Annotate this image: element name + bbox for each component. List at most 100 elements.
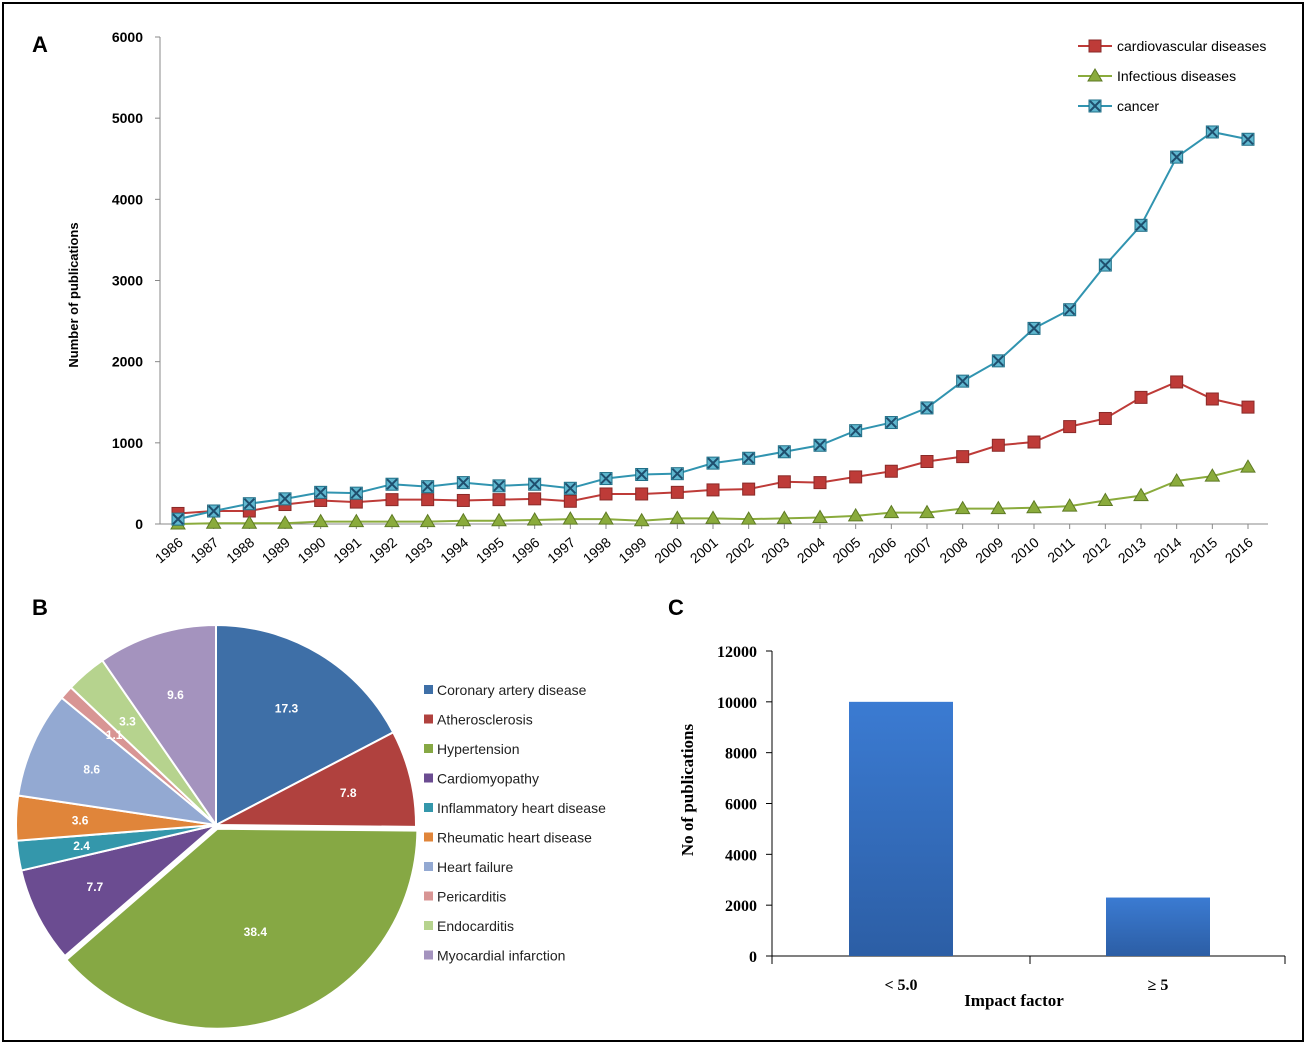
panel-b-legend-item: Pericarditis: [424, 889, 506, 905]
panel-b-legend-item: Atherosclerosis: [424, 712, 533, 728]
legend-label: Myocardial infarction: [437, 948, 565, 964]
panel-a-y-tick-label: 0: [135, 516, 143, 532]
panel-a-data-point: [526, 511, 543, 526]
pie-slice-value-label: 2.4: [73, 839, 90, 853]
panel-a-data-point: [635, 487, 649, 501]
panel-a-data-point: [742, 451, 756, 465]
panel-c-y-ticks: 0 2000 4000 6000 8000 10000 12000: [717, 644, 772, 966]
legend-swatch: [424, 921, 433, 930]
panel-a-data-point: [706, 456, 720, 470]
marker-cross: [885, 416, 898, 429]
legend-marker: [1087, 68, 1103, 82]
pie-slice-value-label: 17.3: [275, 702, 299, 716]
pie-slice-6: [17, 696, 220, 827]
panel-a-data-point: [1133, 487, 1149, 502]
panel-a-data-point: [385, 493, 399, 507]
panel-a-legend-item: cancer: [1078, 98, 1159, 114]
panel-a-data-point: [1061, 498, 1078, 512]
panel-a-x-tick-label: 1996: [508, 534, 542, 566]
panel-a-x-tick-label: 2003: [758, 534, 792, 566]
marker-cross: [778, 446, 791, 458]
panel-a-x-tick-label: 2000: [651, 534, 685, 566]
legend-label: Pericarditis: [437, 889, 506, 905]
panel-a-x-tick-label: 2002: [722, 534, 756, 566]
panel-a-data-point: [849, 470, 863, 484]
marker-cross: [1135, 219, 1147, 232]
legend-label: Hypertension: [437, 741, 520, 757]
panel-a-data-point: [669, 510, 686, 524]
panel-a-data-point: [920, 455, 934, 469]
panel-b-legend-item: Endocarditis: [424, 918, 514, 934]
panel-a-data-point: [491, 512, 507, 527]
panel-c-y-tick-label: 4000: [725, 847, 757, 864]
panel-b-legend-item: Coronary artery disease: [424, 682, 587, 698]
marker-cross: [707, 457, 719, 469]
marker-cross: [493, 480, 505, 492]
panel-a-x-tick-label: 2010: [1008, 534, 1042, 566]
panel-a-data-point: [456, 493, 470, 507]
legend-label: Coronary artery disease: [437, 682, 587, 698]
legend-label: Rheumatic heart disease: [437, 830, 592, 846]
panel-a-x-tick-label: 1987: [187, 534, 221, 566]
legend-swatch: [424, 803, 433, 812]
pie-slice-value-label: 38.4: [244, 925, 268, 939]
panel-a-data-point: [171, 512, 185, 526]
panel-c-y-tick-label: 2000: [725, 898, 757, 915]
panel-a-data-point: [670, 467, 684, 481]
panel-a-data-point: [1241, 400, 1255, 414]
panel-a-x-tick-label: 2007: [901, 534, 935, 566]
panel-a-data-point: [314, 485, 328, 499]
panel-a-data-point: [455, 512, 472, 527]
legend-label: Infectious diseases: [1117, 68, 1236, 84]
legend-swatch: [424, 891, 433, 901]
panel-a-x-tick-label: 2009: [972, 534, 1006, 566]
marker-cross: [1028, 322, 1040, 335]
panel-a-x-tick-label: 1991: [330, 534, 364, 566]
marker-cross: [314, 486, 327, 499]
panel-a-data-point: [598, 511, 614, 525]
marker-cross: [386, 478, 398, 490]
pie-slice-value-label: 7.7: [87, 880, 104, 894]
panel-a-data-point: [920, 401, 934, 415]
panel-c-x-ticks: < 5.0 ≥ 5: [884, 977, 1168, 994]
panel-a-data-point: [1063, 420, 1077, 434]
panel-c-bar-1: [1106, 897, 1210, 956]
panel-a-data-point: [954, 500, 971, 515]
panel-a-data-point: [705, 510, 721, 524]
panel-a-data-point: [956, 450, 970, 464]
panel-a-x-ticks: 1986 1987 1988 1989 1990 1991 1992 1993 1994 1995…: [152, 524, 1256, 566]
marker-cross: [1089, 100, 1101, 112]
panel-a-data-point: [1170, 150, 1184, 164]
legend-swatch: [424, 744, 433, 753]
panel-a-data-point: [242, 497, 256, 511]
marker-cross: [992, 355, 1005, 367]
marker-cross: [528, 478, 541, 490]
panel-a-data-point: [1098, 411, 1112, 425]
marker-cross: [635, 468, 648, 481]
panel-a-x-tick-label: 1990: [294, 534, 328, 566]
panel-a-data-point: [1205, 392, 1219, 406]
panel-c-x-axis-label: Impact factor: [964, 991, 1064, 1010]
marker-cross: [956, 375, 969, 387]
panel-a-data-point: [1205, 125, 1219, 139]
marker-cross: [207, 505, 220, 517]
panel-c-y-tick-label: 10000: [717, 695, 757, 712]
panel-a-x-tick-label: 1992: [366, 534, 400, 566]
panel-a-x-tick-label: 2013: [1115, 534, 1149, 566]
panel-a-data-point: [562, 511, 579, 525]
panel-a-data-point: [205, 515, 222, 529]
panel-a-data-point: [421, 493, 435, 507]
panel-a-data-point: [883, 504, 900, 519]
panel-b-legend-item: Cardiomyopathy: [424, 771, 539, 787]
legend-swatch: [424, 773, 433, 783]
panel-c-bars: [849, 701, 1210, 956]
legend-label: cardiovascular diseases: [1117, 38, 1266, 54]
panel-a-y-axis-label: Number of publications: [66, 222, 81, 367]
panel-a-data-point: [670, 485, 684, 499]
panel-a-x-tick-label: 1989: [259, 534, 293, 566]
panel-c-y-tick-label: 0: [749, 949, 757, 966]
panel-a-x-tick-label: 2016: [1222, 534, 1256, 566]
panel-a-data-point: [1170, 375, 1184, 389]
legend-label: Inflammatory heart disease: [437, 800, 606, 816]
